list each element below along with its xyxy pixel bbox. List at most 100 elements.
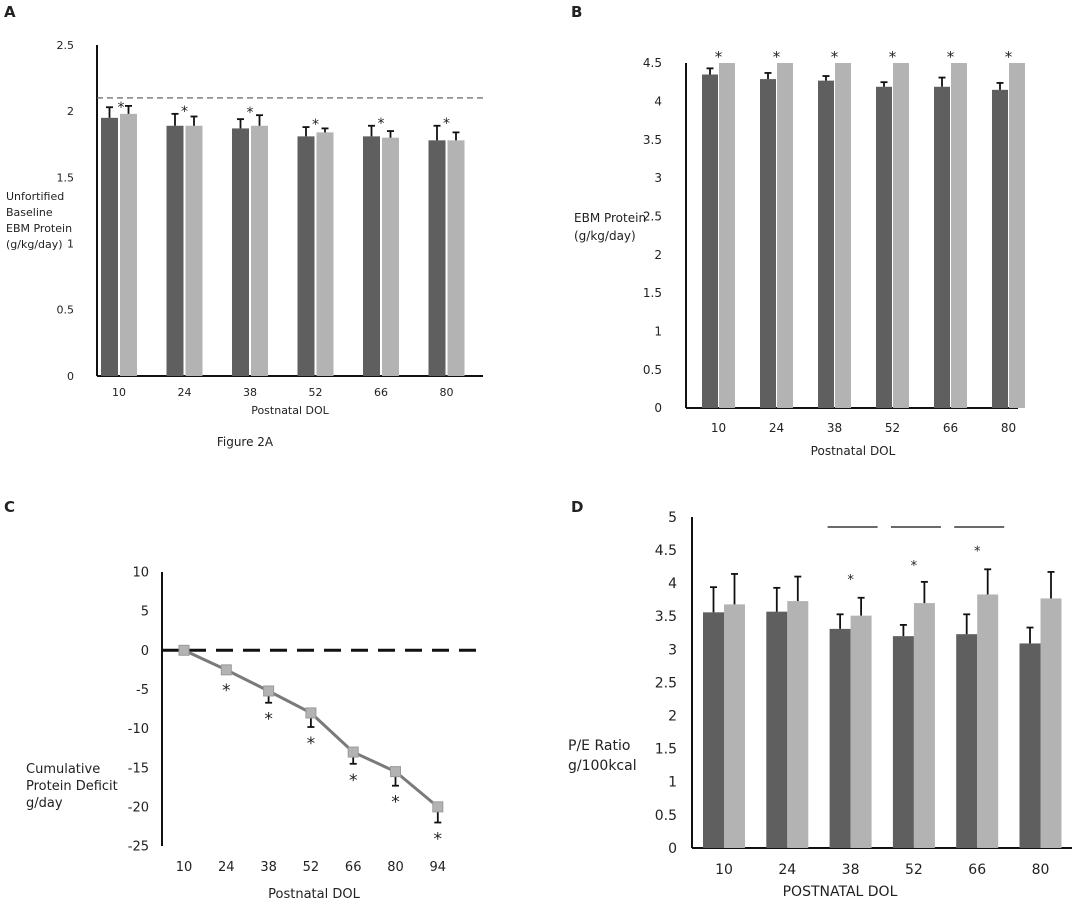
- bar-dark: [956, 634, 978, 848]
- x-tick-label: 10: [715, 862, 733, 878]
- y-tick-label: 4: [668, 576, 677, 592]
- x-tick-label: 52: [905, 862, 923, 878]
- y-tick-label: 2: [668, 709, 677, 725]
- y-axis-label: P/E Ratio: [568, 738, 630, 754]
- chart-panel-a: 0 0.5 1 1.5 2 2.5 Unfortified Baseline EBM Prote…: [6, 39, 485, 449]
- y-tick-label: 0: [67, 370, 74, 383]
- x-axis-label: Postnatal DOL: [811, 444, 896, 458]
- significance-star: *: [264, 710, 273, 730]
- y-tick-label: 3.5: [655, 609, 677, 625]
- bar-light: [316, 132, 334, 376]
- bar-dark: [428, 140, 446, 376]
- x-tick-label: 10: [711, 421, 726, 435]
- y-tick-label: 0.5: [655, 808, 677, 824]
- y-tick-label: 10: [132, 566, 149, 581]
- x-tick-label: 24: [178, 386, 192, 399]
- y-tick-label: 3.5: [643, 133, 662, 147]
- x-tick-label: 52: [885, 421, 900, 435]
- y-tick-label: 2: [67, 105, 74, 118]
- y-tick-label: -15: [128, 761, 149, 776]
- y-axis-label: EBM Protein: [574, 211, 646, 225]
- x-tick-label: 80: [387, 860, 404, 875]
- x-tick-label: 52: [309, 386, 323, 399]
- x-axis-label: Postnatal DOL: [251, 404, 329, 417]
- bar-dark: [363, 136, 380, 376]
- data-point: [220, 664, 232, 676]
- bar-light: [787, 601, 809, 848]
- y-tick-label: -20: [128, 800, 149, 815]
- chart-panel-b: 0 0.5 1 1.5 2 2.5 3 3.5 4 4.5 EBM Protein (g/kg/day…: [574, 48, 1025, 458]
- x-tick-label: 80: [1032, 862, 1050, 878]
- y-tick-label: 4.5: [643, 56, 662, 70]
- bar-light: [120, 113, 137, 377]
- y-tick-label: 2: [654, 248, 662, 262]
- bar-light: [913, 603, 935, 848]
- significance-star: *: [434, 830, 443, 850]
- significance-star: *: [312, 117, 319, 133]
- x-tick-label: 94: [430, 860, 447, 875]
- y-axis-label: Cumulative: [26, 762, 100, 777]
- y-axis-label: g/day: [26, 796, 63, 811]
- x-tick-label: 38: [243, 386, 257, 399]
- data-point: [347, 746, 359, 758]
- bar-light: [251, 125, 268, 376]
- bar-light: [1009, 63, 1025, 408]
- data-point: [263, 685, 275, 697]
- y-tick-label: 0: [141, 644, 149, 659]
- y-tick-label: 1: [67, 237, 74, 250]
- y-tick-label: 1.5: [643, 286, 662, 300]
- x-tick-label: 66: [968, 862, 986, 878]
- x-tick-label: 66: [943, 421, 958, 435]
- y-tick-label: 2.5: [643, 210, 662, 224]
- bar-light: [893, 63, 909, 408]
- y-tick-label: -10: [128, 722, 149, 737]
- data-point: [432, 801, 444, 813]
- bar-light: [777, 63, 793, 408]
- y-axis-label: Baseline: [6, 206, 53, 219]
- x-tick-label: 66: [345, 860, 362, 875]
- bar-dark: [760, 79, 776, 408]
- y-axis-label: Protein Deficit: [26, 779, 118, 794]
- bar-dark: [297, 136, 315, 376]
- figure-caption: Figure 2A: [217, 435, 274, 449]
- y-tick-label: 2.5: [57, 39, 75, 52]
- x-tick-label: 66: [374, 386, 388, 399]
- y-tick-label: 2.5: [655, 675, 677, 691]
- bar-light: [185, 125, 203, 376]
- x-tick-label: 24: [218, 860, 235, 875]
- y-axis-label: EBM Protein: [6, 222, 72, 235]
- bar-light: [382, 137, 399, 376]
- panel-label-b: B: [571, 3, 582, 21]
- x-tick-label: 24: [778, 862, 796, 878]
- bar-dark: [1019, 643, 1041, 848]
- significance-star: *: [773, 48, 781, 66]
- bar-light: [447, 140, 465, 376]
- y-tick-label: 0.5: [643, 363, 662, 377]
- x-tick-label: 24: [769, 421, 784, 435]
- significance-star: *: [222, 681, 231, 701]
- x-tick-label: 80: [1001, 421, 1016, 435]
- bar-light: [835, 63, 851, 408]
- significance-star: *: [947, 48, 955, 66]
- y-tick-label: 4: [654, 95, 662, 109]
- y-tick-label: 4.5: [655, 543, 677, 559]
- bar-dark: [766, 611, 788, 848]
- panel-label-d: D: [571, 498, 583, 516]
- x-tick-label: 38: [842, 862, 860, 878]
- significance-star: *: [889, 48, 897, 66]
- x-axis-label: Postnatal DOL: [268, 887, 360, 902]
- bar-dark: [876, 86, 892, 409]
- y-tick-label: -25: [128, 840, 149, 855]
- y-tick-label: 3: [654, 171, 662, 185]
- bar-light: [719, 63, 735, 408]
- bar-light: [977, 594, 999, 848]
- y-tick-label: -5: [136, 683, 149, 698]
- y-tick-label: 0.5: [57, 304, 75, 317]
- y-tick-label: 1: [654, 325, 662, 339]
- y-tick-label: 0: [654, 401, 662, 415]
- bar-dark: [992, 89, 1008, 408]
- x-tick-label: 38: [827, 421, 842, 435]
- x-tick-label: 38: [260, 860, 277, 875]
- bar-dark: [232, 128, 249, 376]
- x-tick-label: 10: [112, 386, 126, 399]
